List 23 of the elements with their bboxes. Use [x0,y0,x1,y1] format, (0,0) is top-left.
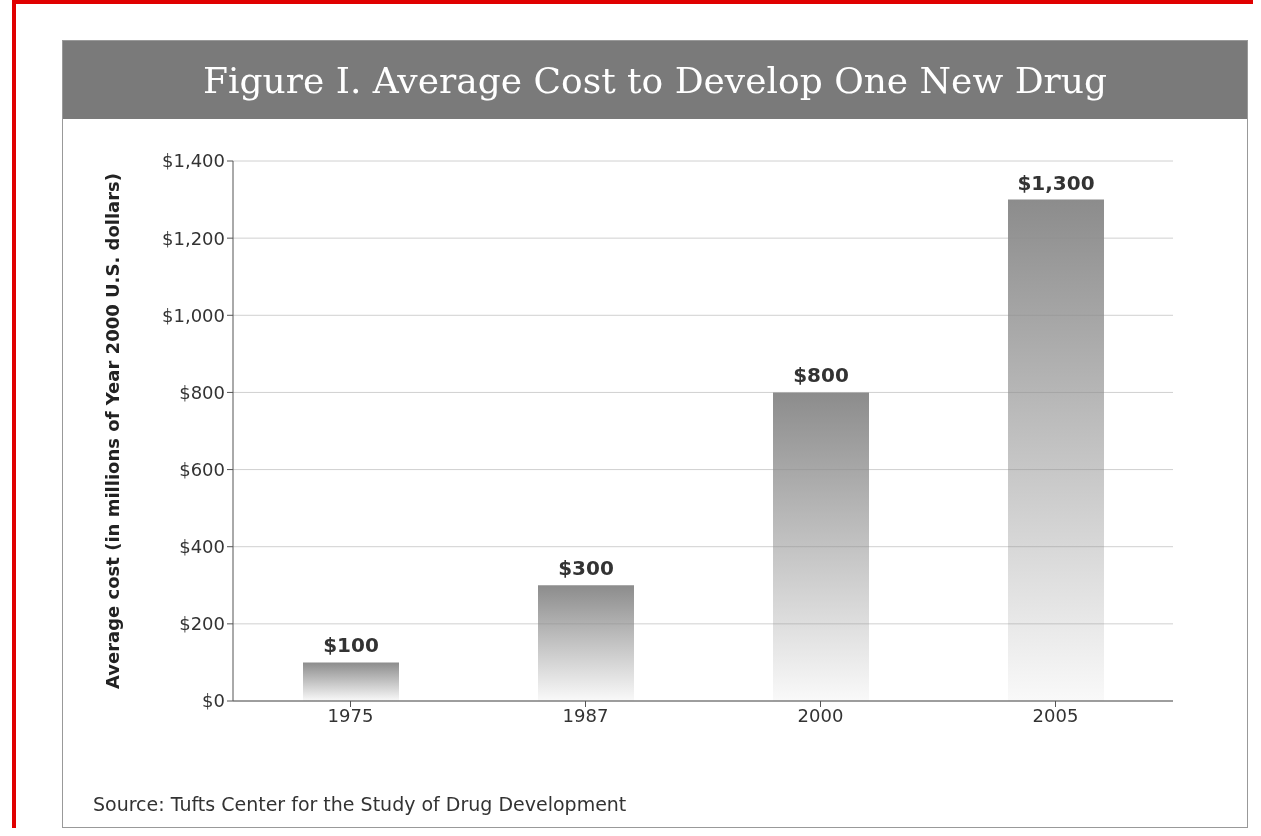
source-note: Source: Tufts Center for the Study of Drug Development [93,793,627,815]
chart-title: Figure I. Average Cost to Develop One New Drug [63,41,1247,119]
y-axis-title: Average cost (in millions of Year 2000 U.S. dollars) [102,172,124,690]
bar [773,392,869,701]
y-tick-label: $800 [179,381,225,403]
x-tick-label: 1975 [327,704,374,726]
y-tick-label: $200 [179,613,225,635]
data-label: $100 [323,633,379,658]
y-tick-label: $600 [179,458,225,480]
x-tick-label: 2000 [797,704,844,726]
data-label: $800 [793,363,849,388]
y-tick-label: $1,400 [162,150,225,172]
data-label: $1,300 [1017,170,1095,195]
y-tick-label: $1,200 [162,227,225,249]
bar [538,585,634,701]
y-tick-label: $400 [179,536,225,558]
y-tick-label: $1,000 [162,304,225,326]
data-label: $300 [558,556,614,581]
x-tick-label: 1987 [562,704,609,726]
bar [303,662,399,701]
x-tick-label: 2005 [1032,704,1079,726]
bar [1008,199,1104,701]
y-tick-label: $0 [202,690,225,712]
